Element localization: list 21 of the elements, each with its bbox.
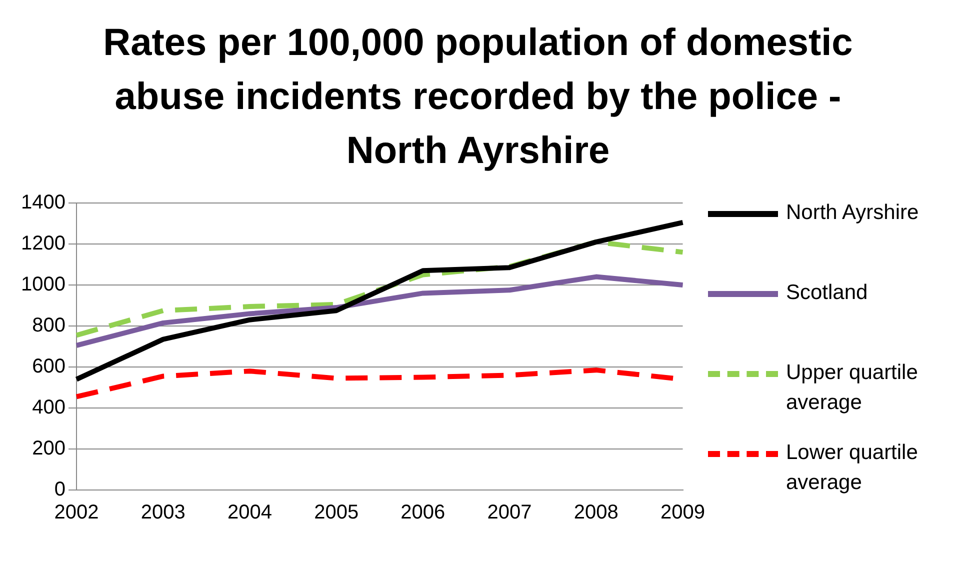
legend-label: North Ayrshire [786,200,920,226]
y-tick-label: 1400 [20,192,66,214]
y-tick-label: 1200 [20,232,66,255]
x-tick-label: 2006 [400,502,446,524]
legend-label: Lower quartile average [786,440,919,496]
x-tick-label: 2009 [660,502,706,524]
x-tick-label: 2005 [314,502,359,524]
y-tick-label: 800 [32,314,66,337]
y-tick-label: 600 [32,356,66,378]
legend-label: Upper quartile average [786,360,919,416]
y-tick-label: 1000 [20,274,66,296]
y-tick-label: 0 [54,478,66,501]
x-tick-label: 2008 [574,502,618,524]
legend-label: Scotland [786,280,869,306]
chart-title: Rates per 100,000 population of domestic abuse incidents recorded by the police - North Ayrshire [102,21,854,174]
x-tick-label: 2003 [140,502,186,524]
x-tick-label: 2004 [227,502,272,524]
y-tick-label: 400 [32,396,66,419]
y-tick-label: 200 [32,438,66,460]
x-tick-label: 2002 [54,502,99,524]
x-tick-label: 2007 [487,502,532,524]
